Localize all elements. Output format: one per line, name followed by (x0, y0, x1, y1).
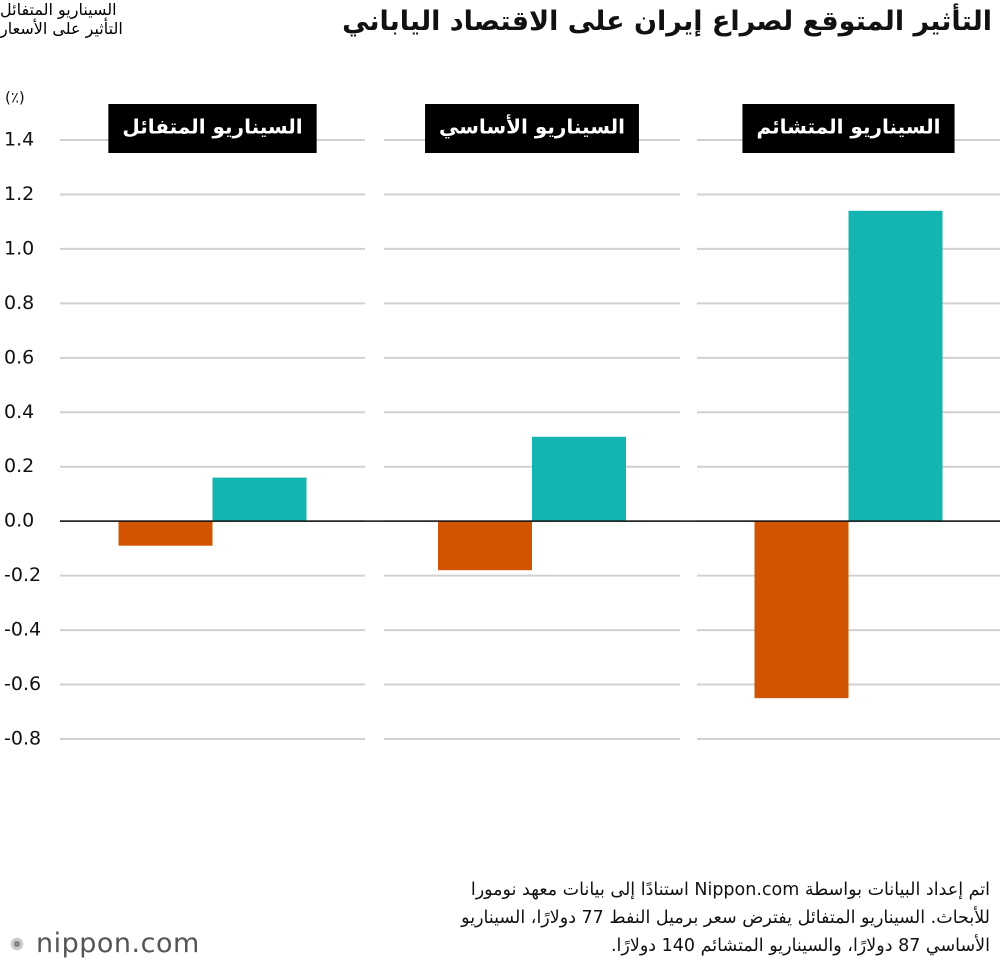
y-tick-label: 1.4 (4, 129, 34, 151)
logo-icon (6, 932, 28, 955)
legend: السيناريو المتفائل التأثير على الأسعار (0, 0, 1000, 38)
y-tick-label: 0.6 (4, 346, 34, 368)
y-tick-label: -0.6 (4, 673, 41, 695)
footnote-line: للأبحاث. السيناريو المتفائل يفترض سعر بر… (461, 908, 990, 928)
y-tick-label: 0.0 (4, 510, 34, 532)
bar (848, 210, 943, 522)
bar (532, 436, 626, 522)
y-tick-label: 0.2 (4, 455, 34, 477)
footnote-line: اتم إعداد البيانات بواسطة Nippon.com است… (470, 880, 990, 900)
y-tick-label: -0.4 (4, 619, 41, 641)
y-tick-label: 1.2 (4, 183, 34, 205)
logo-text: nippon.com (36, 928, 200, 959)
category-header: السيناريو المتفائل (108, 104, 317, 153)
legend-item: السيناريو المتفائل (0, 0, 1000, 19)
legend-item: التأثير على الأسعار (0, 19, 1000, 38)
category-box (425, 104, 639, 153)
legend-label: السيناريو المتفائل (0, 0, 117, 19)
bar (438, 521, 532, 571)
category-header: السيناريو المتشائم (742, 104, 955, 153)
y-tick-label: 0.8 (4, 292, 34, 314)
footnote-line: الأساسي 87 دولارًا، والسيناريو المتشائم … (610, 936, 990, 956)
y-tick-label: -0.2 (4, 564, 41, 586)
chart-title: التأثير المتوقع لصراع إيران على الاقتصاد… (342, 6, 992, 37)
y-tick-label: -0.8 (4, 728, 41, 750)
y-tick-label: 1.0 (4, 237, 34, 259)
category-label: السيناريو الأساسي (439, 114, 625, 140)
y-axis-label: (٪) (5, 89, 25, 107)
y-tick-label: 0.4 (4, 401, 34, 423)
category-box (108, 104, 317, 153)
logo: nippon.com (6, 928, 200, 959)
bar (118, 521, 213, 546)
bar (212, 477, 307, 522)
chart: (٪) -0.8 -0.6 -0.4 -0.2 0.0 0.2 0.4 0.6 0.8 1.0 1.2… (4, 89, 1000, 750)
bar (754, 521, 849, 699)
category-label: السيناريو المتفائل (122, 115, 302, 139)
footnote: اتم إعداد البيانات بواسطة Nippon.com است… (270, 876, 990, 960)
category-label: السيناريو المتشائم (756, 115, 940, 139)
legend-label: التأثير على الأسعار (0, 19, 123, 38)
category-box (742, 104, 955, 153)
category-header: السيناريو الأساسي (425, 104, 639, 153)
